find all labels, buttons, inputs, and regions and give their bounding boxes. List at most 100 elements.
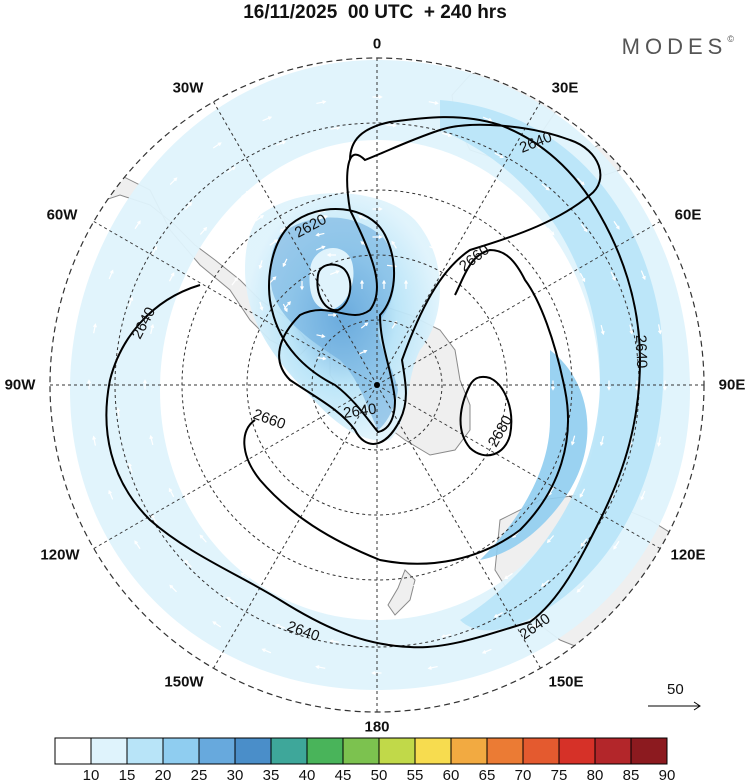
wind-arrow bbox=[316, 100, 327, 105]
colorbar-tick-label: 25 bbox=[191, 767, 208, 782]
latitude-circle bbox=[311, 319, 443, 451]
wind-arrow bbox=[268, 485, 276, 494]
wind-arrow bbox=[548, 274, 555, 284]
wind-arrow bbox=[599, 436, 604, 447]
lon-label-0: 0 bbox=[372, 35, 382, 53]
contour-2620-ring bbox=[268, 208, 397, 434]
wind-arrow bbox=[504, 191, 514, 198]
shade-jet-core bbox=[480, 350, 588, 560]
wind-arrow bbox=[571, 325, 576, 336]
wind-arrow bbox=[262, 116, 273, 122]
wind-arrow bbox=[303, 574, 314, 580]
map-boundary bbox=[49, 57, 705, 713]
wind-arrow bbox=[315, 232, 325, 237]
lon-label-60w: 60W bbox=[46, 206, 78, 224]
colorbar-swatch bbox=[486, 737, 524, 765]
colorbar-swatch bbox=[198, 737, 236, 765]
colorbar-swatch bbox=[558, 737, 596, 765]
wind-arrow bbox=[207, 325, 213, 336]
wind-arrow bbox=[360, 322, 369, 329]
wind-arrow bbox=[227, 379, 231, 390]
wind-arrow bbox=[215, 251, 223, 261]
wind-arrow bbox=[400, 153, 411, 157]
wind-arrow bbox=[465, 563, 476, 569]
wind-arrow bbox=[282, 303, 288, 313]
colorbar-swatch bbox=[126, 737, 164, 765]
meridian-line bbox=[93, 384, 378, 549]
wind-arrow bbox=[441, 283, 450, 290]
lon-label-90w: 90W bbox=[4, 376, 36, 394]
wind-arrow bbox=[212, 621, 222, 628]
wind-arrow bbox=[258, 408, 263, 419]
wind-arrow bbox=[440, 480, 450, 488]
contour-2680 bbox=[459, 375, 513, 457]
wind-arrow bbox=[149, 434, 154, 446]
wind-arrow bbox=[92, 435, 97, 446]
wind-arrow bbox=[428, 101, 439, 105]
wind-arrow bbox=[269, 239, 279, 246]
wind-arrow bbox=[304, 190, 315, 195]
wind-arrow bbox=[511, 437, 517, 447]
wind-arrow bbox=[215, 509, 223, 518]
colorbar-swatch bbox=[54, 737, 92, 765]
colorbar-tick-label: 85 bbox=[623, 767, 640, 782]
wind-arrow bbox=[168, 272, 175, 282]
vector-reference-key: 50 bbox=[648, 681, 701, 711]
colorbar-swatch bbox=[594, 737, 632, 765]
colorbar-tick-label: 70 bbox=[515, 767, 532, 782]
wind-arrow bbox=[315, 665, 326, 669]
colorbar-swatch bbox=[234, 737, 272, 765]
wind-arrow bbox=[315, 519, 325, 525]
wind-arrow bbox=[212, 142, 222, 149]
wind-arrow bbox=[511, 323, 517, 334]
wind-arrow bbox=[258, 260, 263, 270]
colorbar-swatch bbox=[342, 737, 380, 765]
height-contours bbox=[105, 116, 642, 649]
wind-arrow bbox=[580, 538, 588, 547]
brand-logo: MODES© bbox=[621, 34, 734, 59]
wind-arrow bbox=[318, 215, 329, 220]
wind-arrow bbox=[399, 613, 410, 618]
meridian-line bbox=[213, 384, 378, 669]
wind-arrow bbox=[600, 324, 605, 336]
colorbar-tick-label: 35 bbox=[263, 767, 280, 782]
vector-reference-label: 50 bbox=[667, 681, 684, 698]
wind-arrow bbox=[169, 584, 177, 593]
wind-arrow bbox=[258, 350, 263, 361]
wind-arrow bbox=[541, 183, 550, 191]
wind-arrow bbox=[199, 534, 207, 543]
wind-arrow bbox=[282, 258, 288, 268]
wind-arrow bbox=[150, 323, 155, 334]
lon-label-180: 180 bbox=[364, 718, 390, 736]
colorbar-tick-label: 75 bbox=[551, 767, 568, 782]
wind-arrow bbox=[226, 596, 236, 604]
wind-arrow bbox=[259, 301, 264, 311]
wind-arrow bbox=[425, 550, 436, 555]
wind-arrow bbox=[227, 166, 236, 173]
wind-arrow bbox=[343, 613, 354, 617]
colorbar-swatch bbox=[270, 737, 308, 765]
wind-arrow bbox=[268, 276, 277, 284]
wind-arrow bbox=[579, 488, 586, 498]
wind-arrow bbox=[442, 132, 453, 137]
wind-arrow bbox=[187, 298, 193, 309]
lon-label-30e: 30E bbox=[551, 79, 579, 97]
wind-arrow bbox=[613, 220, 620, 230]
wind-arrow bbox=[237, 323, 243, 333]
wind-arrow bbox=[481, 648, 492, 654]
wind-arrow bbox=[168, 487, 175, 498]
wind-arrow bbox=[326, 253, 336, 257]
shade-low-eye bbox=[309, 248, 354, 310]
meridian-line bbox=[376, 384, 541, 669]
wind-arrow bbox=[454, 165, 465, 171]
wind-arrow bbox=[330, 270, 340, 275]
wind-arrow bbox=[317, 356, 327, 361]
wind-arrow bbox=[427, 665, 438, 670]
shade-low-core-ring bbox=[270, 217, 398, 430]
wind-arrow bbox=[413, 183, 425, 188]
wind-arrow bbox=[261, 648, 272, 654]
wind-arrow bbox=[657, 324, 662, 335]
wind-arrow bbox=[482, 116, 493, 122]
colorbar-swatch bbox=[378, 737, 416, 765]
